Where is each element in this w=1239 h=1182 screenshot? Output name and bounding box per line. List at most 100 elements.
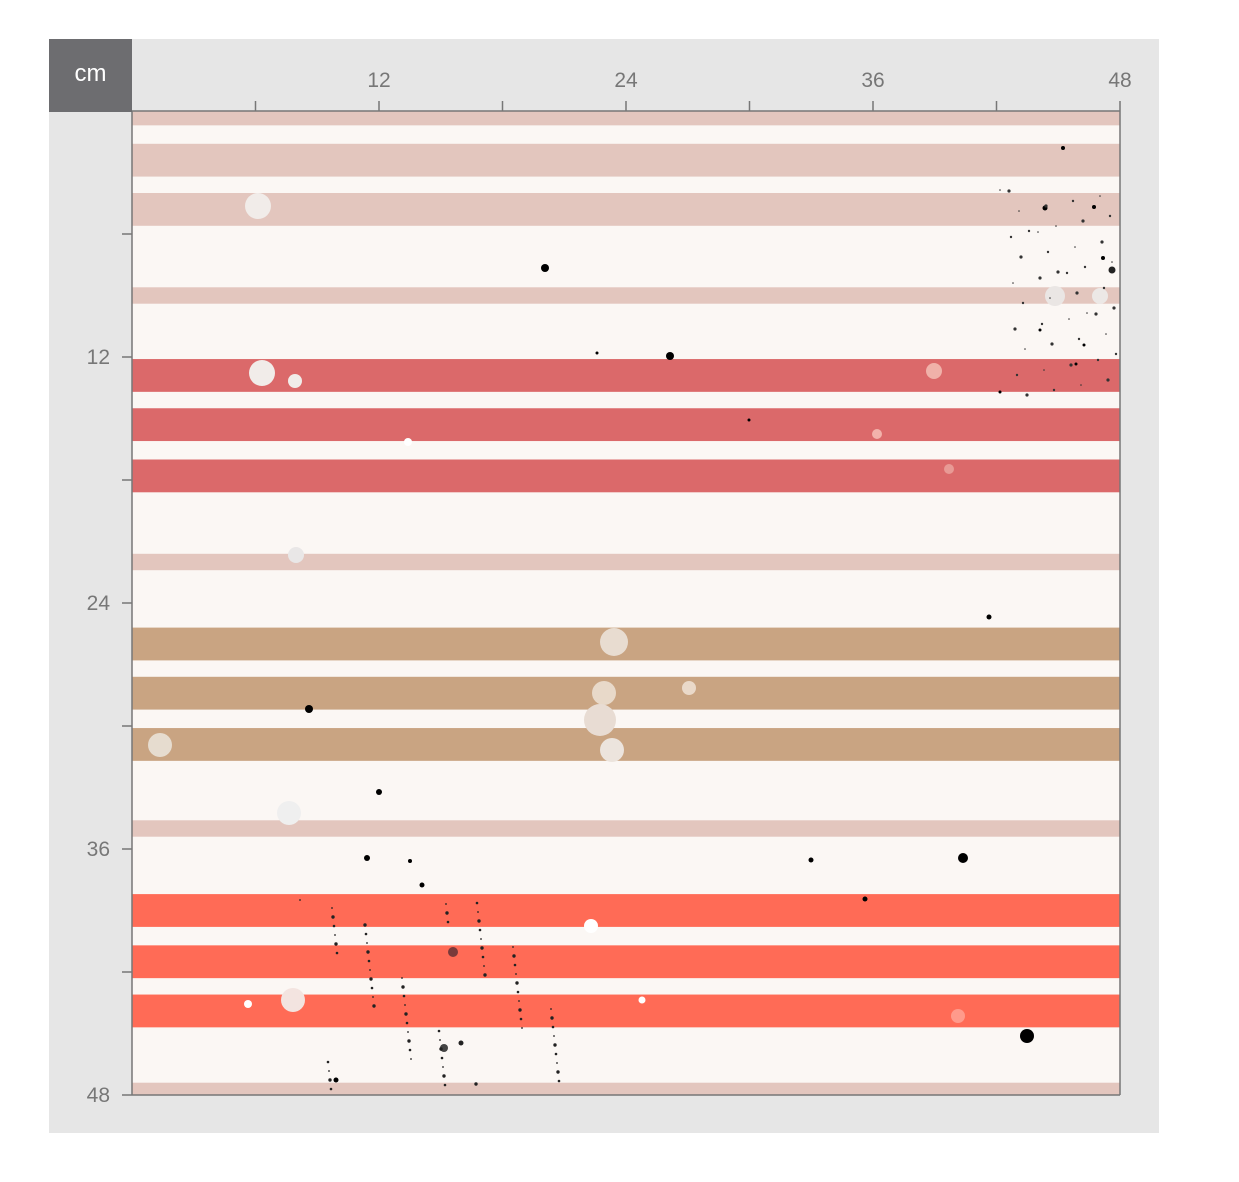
splatter-speck <box>1050 342 1054 346</box>
top-ruler-label: 36 <box>861 69 884 92</box>
splatter-speck <box>328 1070 330 1072</box>
splatter-speck <box>1055 225 1057 227</box>
fabric-stripe <box>132 820 1120 837</box>
splatter-dot <box>986 614 992 620</box>
splatter-speck <box>370 986 374 990</box>
splatter-dot <box>747 418 751 422</box>
splatter-speck <box>334 934 336 936</box>
splatter-speck <box>439 1039 441 1041</box>
splatter-speck <box>1009 235 1013 239</box>
splatter-speck <box>405 1021 409 1025</box>
splatter-speck <box>445 911 449 915</box>
fabric-stripe <box>132 143 1120 177</box>
splatter-speck <box>440 1056 444 1060</box>
splatter-speck <box>1086 312 1088 314</box>
splatter-speck <box>404 1004 406 1006</box>
splatter-speck <box>1099 195 1101 197</box>
splatter-dot <box>419 882 425 888</box>
splatter-speck <box>1069 363 1073 367</box>
fabric-stripe <box>132 894 1120 927</box>
splatter-speck <box>1111 261 1113 263</box>
top-ruler-ticks: 12 24 36 48 <box>254 69 1132 111</box>
splatter-speck <box>1100 240 1104 244</box>
splatter-speck <box>1025 393 1029 397</box>
splatter-dot <box>1038 328 1042 332</box>
splatter-dot <box>666 352 674 360</box>
splatter-speck <box>439 1047 443 1051</box>
splatter-speck <box>1068 318 1070 320</box>
splatter-speck <box>1102 286 1106 290</box>
splatter-dot <box>333 1077 339 1083</box>
splatter-speck <box>481 955 485 959</box>
splatter-speck <box>1046 250 1050 254</box>
splatter-speck <box>1112 306 1116 310</box>
splatter-speck <box>407 1039 411 1043</box>
fabric-background <box>132 111 1120 1095</box>
splatter-dot <box>244 1000 252 1008</box>
splatter-speck <box>475 901 479 905</box>
splatter-speck <box>404 1012 408 1016</box>
splatter-speck <box>1080 384 1082 386</box>
splatter-speck <box>477 911 479 913</box>
splatter-dot <box>638 996 646 1004</box>
splatter-dot <box>958 853 968 863</box>
splatter-dot <box>1101 256 1105 260</box>
splatter-speck <box>437 1029 441 1033</box>
splatter-speck <box>1027 229 1031 233</box>
splatter-dot <box>584 919 598 933</box>
splatter-speck <box>367 959 371 963</box>
splatter-speck <box>1114 352 1118 356</box>
fabric-stripe <box>132 408 1120 442</box>
splatter-speck <box>1049 297 1051 299</box>
left-ruler-label: 36 <box>87 838 110 861</box>
splatter-dot <box>1108 266 1116 274</box>
splatter-dot <box>600 628 628 656</box>
splatter-speck <box>408 1048 412 1052</box>
splatter-dot <box>595 351 599 355</box>
splatter-dot <box>584 704 616 736</box>
splatter-speck <box>1007 189 1011 193</box>
splatter-dot <box>1082 343 1086 347</box>
splatter-speck <box>1024 348 1026 350</box>
splatter-speck <box>515 981 519 985</box>
splatter-speck <box>331 915 335 919</box>
splatter-speck <box>1021 301 1025 305</box>
splatter-speck <box>334 942 338 946</box>
fabric-stripe <box>132 193 1120 226</box>
splatter-speck <box>407 1031 409 1033</box>
left-ruler-label: 12 <box>87 346 110 369</box>
splatter-speck <box>446 920 450 924</box>
splatter-dot <box>951 1009 965 1023</box>
fabric-stripe <box>132 1082 1120 1095</box>
splatter-dot <box>288 547 304 563</box>
splatter-speck <box>1083 265 1087 269</box>
top-ruler-label: 12 <box>367 69 390 92</box>
splatter-speck <box>1037 231 1039 233</box>
splatter-speck <box>1052 388 1056 392</box>
splatter-speck <box>364 932 368 936</box>
splatter-speck <box>366 950 370 954</box>
splatter-speck <box>401 977 403 979</box>
fabric-stripe <box>132 945 1120 979</box>
splatter-speck <box>331 907 333 909</box>
splatter-dot <box>1020 1029 1034 1043</box>
splatter-speck <box>329 1087 333 1091</box>
splatter-dot <box>277 801 301 825</box>
splatter-speck <box>556 1070 560 1074</box>
splatter-speck <box>550 1016 554 1020</box>
left-ruler-ticks: 12 24 36 48 <box>87 233 132 1107</box>
splatter-speck <box>1106 378 1110 382</box>
splatter-speck <box>515 973 517 975</box>
splatter-speck <box>1038 276 1042 280</box>
splatter-dot <box>1061 146 1065 150</box>
splatter-speck <box>516 990 520 994</box>
splatter-dot <box>245 193 271 219</box>
fabric-stripe <box>132 459 1120 493</box>
fabric-stripe <box>132 553 1120 571</box>
splatter-dot <box>364 855 370 861</box>
top-ruler-label: 24 <box>614 69 638 92</box>
splatter-speck <box>1071 199 1075 203</box>
splatter-dot <box>600 738 624 762</box>
splatter-speck <box>372 996 374 998</box>
